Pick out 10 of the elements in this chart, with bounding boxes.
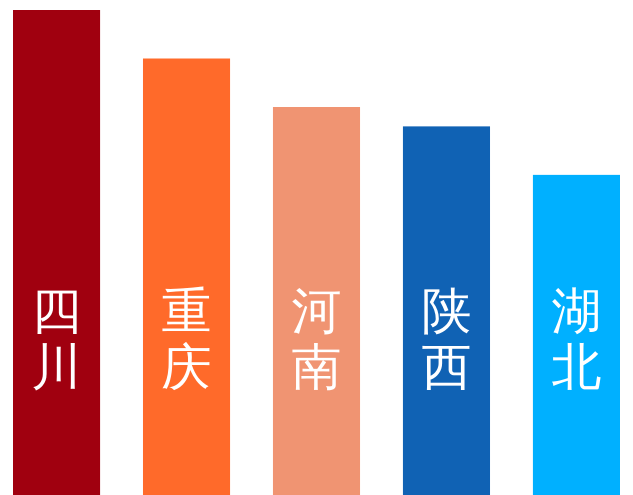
- x-tick-label: 四川: [32, 282, 82, 396]
- bar: [13, 10, 100, 495]
- bar: [402, 126, 490, 495]
- x-tick-label: 河南: [292, 282, 342, 396]
- bar: [272, 107, 360, 495]
- bar: [142, 58, 230, 495]
- x-tick-label: 湖北: [551, 282, 602, 396]
- x-tick-label: 陕西: [421, 282, 472, 396]
- x-tick-label: 重庆: [162, 282, 212, 396]
- bar: [532, 174, 620, 495]
